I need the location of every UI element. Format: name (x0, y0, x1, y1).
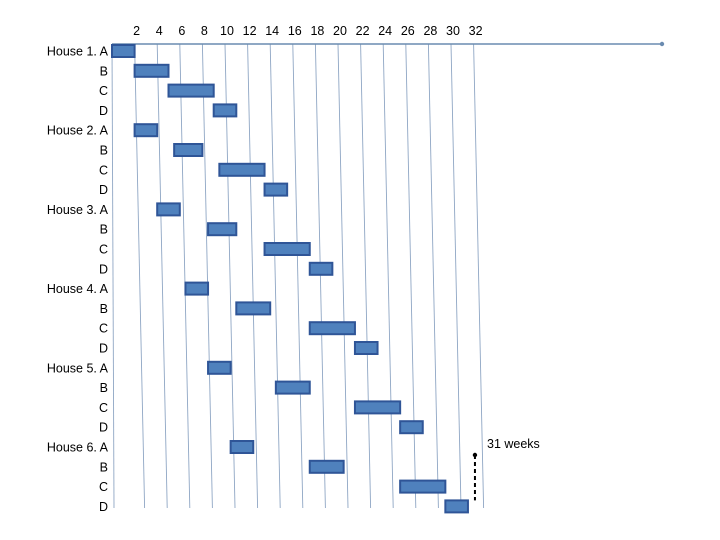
row-label: C (99, 480, 108, 494)
row-label: House 4. A (47, 282, 109, 296)
task-bar (156, 202, 181, 217)
x-tick-label: 20 (333, 24, 347, 38)
task-bar (167, 83, 215, 98)
row-label: B (100, 302, 108, 316)
row-label: D (99, 262, 108, 276)
task-bar (274, 380, 311, 395)
task-bar (184, 281, 210, 296)
grid-line (292, 43, 304, 509)
task-bar (444, 499, 469, 514)
grid-lines (111, 43, 485, 509)
x-tick-label: 12 (243, 24, 257, 38)
x-tick-label: 4 (156, 24, 163, 38)
task-bar (263, 182, 289, 197)
grid-line (224, 43, 236, 509)
row-label: C (99, 243, 108, 257)
x-axis (112, 41, 665, 47)
task-bar (399, 420, 424, 435)
task-bar (207, 222, 238, 237)
x-tick-label: 6 (178, 24, 185, 38)
x-tick-label: 18 (310, 24, 324, 38)
row-label: D (99, 342, 108, 356)
grid-line (314, 43, 326, 509)
task-bar (353, 400, 402, 415)
row-label: B (100, 144, 108, 158)
task-bar (308, 261, 334, 276)
grid-line (156, 43, 168, 509)
task-bar (308, 459, 345, 474)
row-label: C (99, 322, 108, 336)
grid-line (360, 43, 372, 509)
grid-line (450, 43, 462, 509)
row-label: C (99, 84, 108, 98)
x-tick-label: 16 (288, 24, 302, 38)
x-tick-label: 24 (378, 24, 392, 38)
row-label: House 2. A (47, 124, 109, 138)
grid-line (269, 43, 281, 509)
row-label: B (100, 460, 108, 474)
row-label: B (100, 64, 108, 78)
grid-line (111, 43, 115, 509)
grid-line (382, 43, 394, 509)
x-tick-label: 22 (356, 24, 370, 38)
task-bar (111, 44, 136, 58)
grid-line (179, 43, 191, 509)
x-tick-label: 10 (220, 24, 234, 38)
x-tick-label: 26 (401, 24, 415, 38)
task-bars (111, 44, 469, 514)
x-tick-label: 30 (446, 24, 460, 38)
duration-annotation: 31 weeks (472, 437, 540, 501)
task-bar (173, 143, 204, 157)
x-tick-label: 8 (201, 24, 208, 38)
row-label: House 5. A (47, 361, 109, 375)
annotation-label: 31 weeks (487, 437, 540, 451)
x-axis-end-dot (659, 41, 665, 47)
row-label: House 1. A (47, 45, 109, 59)
task-bar (263, 242, 311, 256)
task-bar (353, 341, 379, 355)
grid-line (134, 43, 146, 509)
task-bar (229, 440, 255, 454)
grid-line (247, 43, 259, 509)
task-bar (218, 162, 266, 177)
task-bar (212, 103, 238, 118)
row-label: B (100, 223, 108, 237)
task-bar (133, 63, 170, 78)
task-bar (133, 123, 159, 138)
x-tick-label: 14 (265, 24, 279, 38)
row-label: House 3. A (47, 203, 109, 217)
row-label: D (99, 183, 108, 197)
row-label: D (99, 104, 108, 118)
x-tick-label: 28 (423, 24, 437, 38)
row-label: C (99, 163, 108, 177)
x-tick-labels: 2 4 6 8 10 12 14 16 18 20 22 24 26 28 30 32 (133, 24, 482, 38)
row-label: D (99, 500, 108, 514)
grid-line (201, 43, 213, 509)
x-tick-label: 2 (133, 24, 140, 38)
grid-line (405, 43, 417, 509)
row-label: C (99, 401, 108, 415)
task-bar (399, 479, 447, 494)
task-bar (308, 321, 356, 336)
grid-line (427, 43, 439, 509)
row-label: B (100, 381, 108, 395)
x-tick-label: 32 (469, 24, 483, 38)
task-bar (235, 301, 272, 316)
grid-line (473, 43, 485, 509)
grid-line (337, 43, 349, 509)
row-label: D (99, 421, 108, 435)
annotation-dot (472, 452, 478, 458)
row-label: House 6. A (47, 441, 109, 455)
task-bar (207, 360, 232, 375)
